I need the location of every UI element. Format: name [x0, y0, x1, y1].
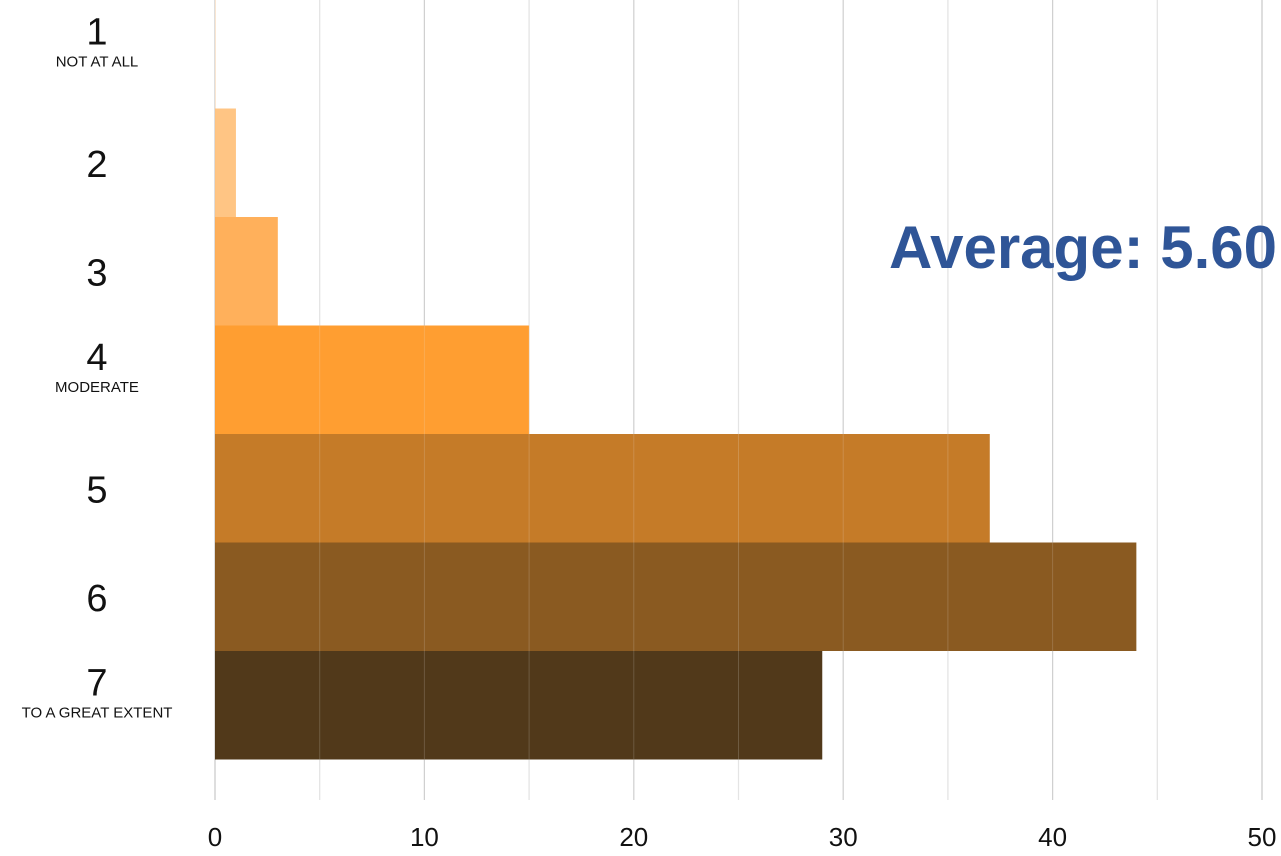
y-tick-label: 7 [86, 662, 107, 704]
y-tick-sublabel: NOT AT ALL [56, 53, 139, 70]
bar-7 [215, 651, 823, 760]
y-tick-label: 5 [86, 469, 107, 511]
x-tick-label: 40 [1038, 822, 1067, 852]
y-tick-label: 6 [86, 578, 107, 620]
x-tick-label: 20 [619, 822, 648, 852]
x-tick-label: 50 [1248, 822, 1277, 852]
y-tick-sublabel: TO A GREAT EXTENT [22, 704, 173, 721]
y-tick-label: 2 [86, 144, 107, 186]
average-annotation: Average: 5.60 [889, 214, 1277, 281]
x-tick-label: 0 [208, 822, 222, 852]
bar-1 [215, 0, 216, 109]
gridlines [214, 0, 1263, 800]
bar-4 [215, 325, 530, 434]
x-axis-ticks: 0 10 20 30 40 50 [208, 822, 1277, 852]
bar-5 [215, 434, 990, 543]
y-tick-label: 4 [86, 337, 107, 379]
bar-2 [215, 108, 236, 217]
bars [215, 0, 1158, 800]
bar-6 [215, 542, 1137, 651]
y-tick-label: 3 [86, 252, 107, 294]
y-tick-label: 1 [86, 11, 107, 53]
x-tick-label: 30 [829, 822, 858, 852]
bar-3 [215, 217, 278, 326]
x-tick-label: 10 [410, 822, 439, 852]
y-tick-sublabel: MODERATE [55, 379, 139, 396]
